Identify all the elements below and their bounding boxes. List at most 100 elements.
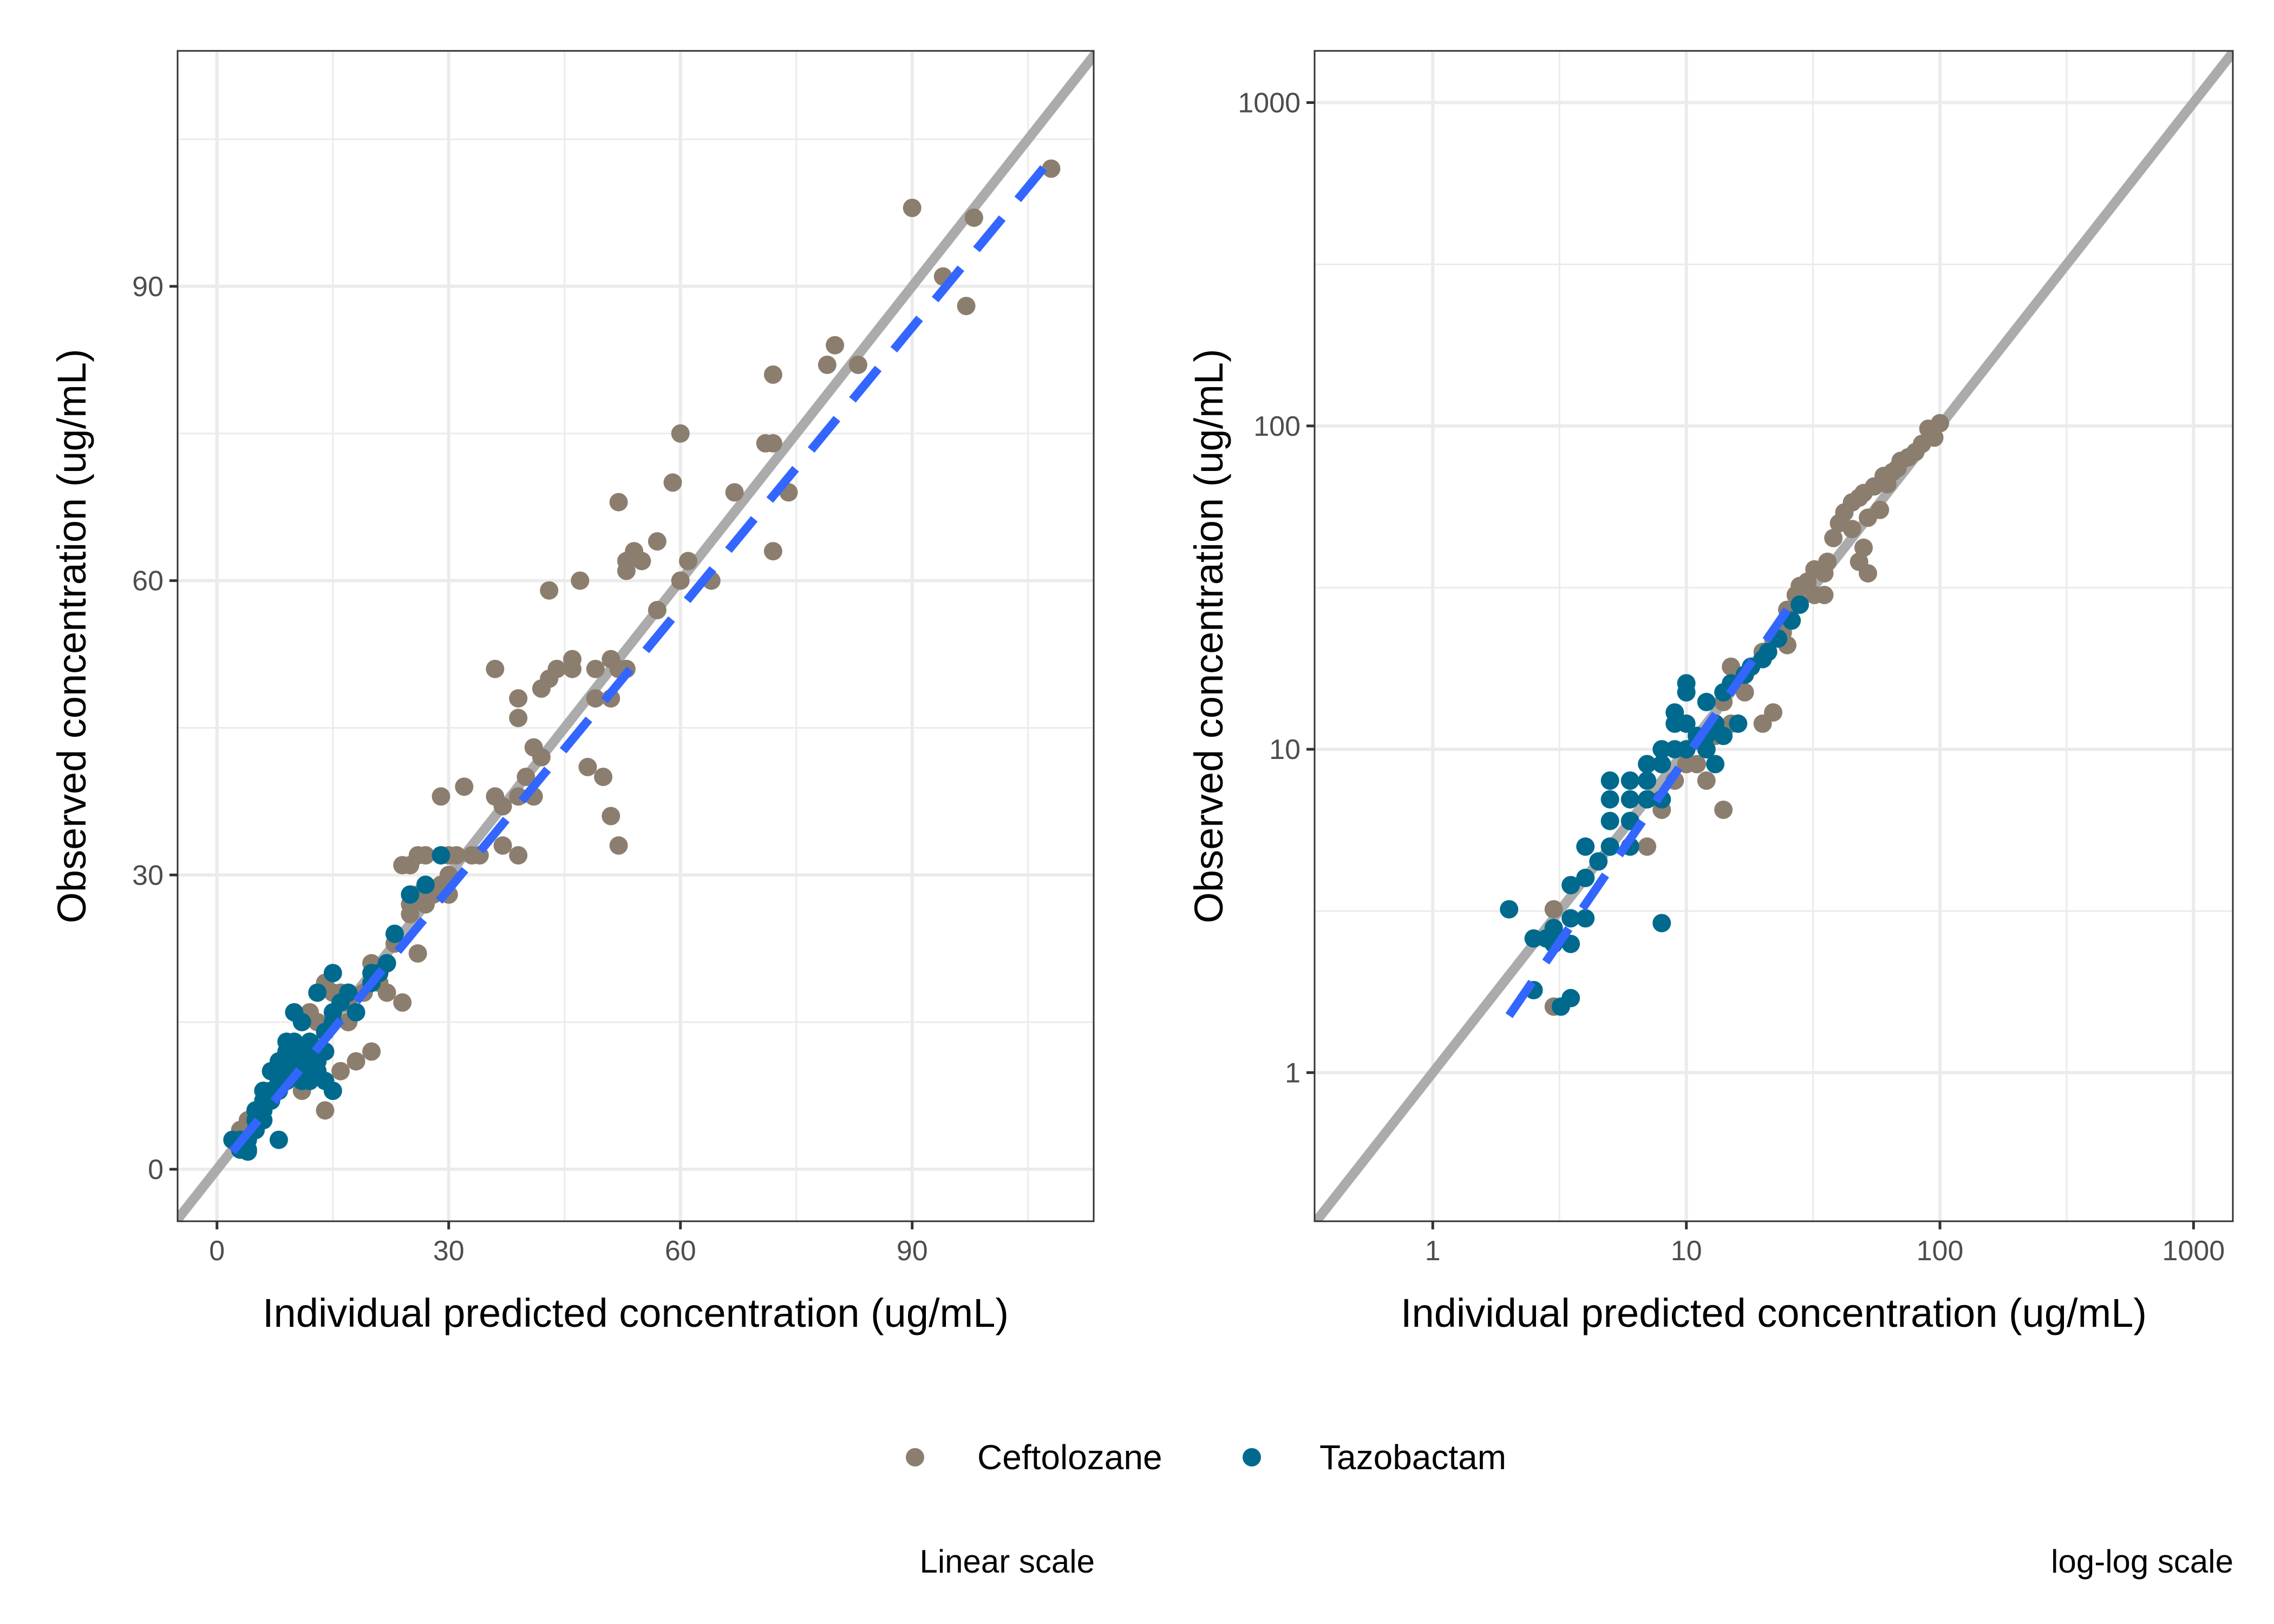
linear-x-axis-title: Individual predicted concentration (ug/m… bbox=[263, 1291, 1009, 1335]
loglog-point-tazobactam bbox=[1677, 683, 1696, 702]
loglog-x-axis-title: Individual predicted concentration (ug/m… bbox=[1401, 1291, 2147, 1335]
loglog-point-ceftolozane bbox=[1753, 714, 1772, 733]
linear-point-ceftolozane bbox=[632, 552, 651, 571]
legend-key-tazobactam bbox=[1243, 1448, 1261, 1466]
linear-point-ceftolozane bbox=[509, 689, 528, 708]
linear-panel: 0 30 60 90 0 30 60 90 Individual predicted conc… bbox=[49, 50, 1095, 1335]
linear-point-ceftolozane bbox=[609, 493, 628, 512]
linear-point-ceftolozane bbox=[602, 807, 620, 826]
linear-point-ceftolozane bbox=[679, 552, 697, 571]
linear-point-tazobactam bbox=[416, 875, 435, 894]
loglog-point-ceftolozane bbox=[1714, 800, 1733, 819]
loglog-points bbox=[1500, 414, 1949, 1018]
loglog-point-ceftolozane bbox=[1859, 508, 1877, 527]
loglog-point-ceftolozane bbox=[1722, 657, 1741, 676]
legend-label-tazobactam: Tazobactam bbox=[1319, 1438, 1506, 1477]
loglog-point-tazobactam bbox=[1600, 811, 1619, 830]
linear-point-ceftolozane bbox=[957, 297, 976, 316]
loglog-point-tazobactam bbox=[1652, 914, 1671, 933]
legend-label-ceftolozane: Ceftolozane bbox=[977, 1438, 1162, 1477]
loglog-point-tazobactam bbox=[1600, 837, 1619, 856]
linear-point-ceftolozane bbox=[763, 365, 782, 384]
linear-point-ceftolozane bbox=[763, 434, 782, 453]
loglog-point-ceftolozane bbox=[1842, 520, 1861, 539]
linear-point-ceftolozane bbox=[1042, 159, 1061, 178]
loglog-point-ceftolozane bbox=[1815, 586, 1834, 605]
linear-point-ceftolozane bbox=[848, 355, 867, 374]
loglog-point-tazobactam bbox=[1620, 771, 1639, 790]
linear-point-ceftolozane bbox=[586, 689, 605, 708]
linear-point-ceftolozane bbox=[509, 709, 528, 728]
loglog-point-tazobactam bbox=[1697, 740, 1716, 759]
linear-point-ceftolozane bbox=[316, 1101, 335, 1120]
loglog-point-tazobactam bbox=[1561, 909, 1580, 928]
loglog-point-tazobactam bbox=[1576, 868, 1595, 887]
linear-point-ceftolozane bbox=[377, 983, 396, 1002]
linear-point-ceftolozane bbox=[964, 208, 983, 227]
linear-point-ceftolozane bbox=[903, 199, 922, 217]
linear-y-tick-label: 0 bbox=[148, 1154, 164, 1186]
linear-point-ceftolozane bbox=[571, 571, 590, 590]
loglog-point-tazobactam bbox=[1638, 771, 1657, 790]
loglog-point-tazobactam bbox=[1714, 683, 1733, 702]
linear-point-ceftolozane bbox=[362, 1042, 381, 1061]
loglog-point-ceftolozane bbox=[1697, 771, 1716, 790]
linear-y-tick-label: 90 bbox=[132, 271, 164, 303]
linear-point-ceftolozane bbox=[416, 846, 435, 865]
linear-point-tazobactam bbox=[308, 983, 327, 1002]
linear-point-tazobactam bbox=[377, 954, 396, 973]
linear-point-ceftolozane bbox=[617, 561, 636, 580]
loglog-x-tick-label: 100 bbox=[1917, 1235, 1964, 1267]
loglog-point-tazobactam bbox=[1677, 714, 1696, 733]
linear-point-tazobactam bbox=[323, 1082, 342, 1100]
loglog-point-tazobactam bbox=[1697, 692, 1716, 711]
linear-point-ceftolozane bbox=[408, 944, 427, 963]
loglog-point-tazobactam bbox=[1620, 790, 1639, 809]
loglog-y-tick-label: 10 bbox=[1269, 734, 1301, 765]
linear-point-ceftolozane bbox=[663, 473, 682, 492]
linear-y-axis-title: Observed concentration (ug/mL) bbox=[49, 349, 94, 923]
loglog-point-ceftolozane bbox=[1544, 900, 1563, 919]
linear-y-tick-label: 60 bbox=[132, 566, 164, 597]
linear-ticks: 0 30 60 90 0 30 60 90 bbox=[132, 271, 928, 1267]
linear-point-ceftolozane bbox=[563, 650, 581, 669]
linear-point-ceftolozane bbox=[447, 846, 466, 865]
linear-point-ceftolozane bbox=[416, 895, 435, 914]
loglog-point-tazobactam bbox=[1600, 771, 1619, 790]
loglog-plot-frame bbox=[1314, 50, 2234, 1222]
linear-plot-frame bbox=[177, 50, 1095, 1222]
loglog-x-tick-label: 10 bbox=[1671, 1235, 1702, 1267]
linear-point-tazobactam bbox=[385, 925, 404, 943]
linear-point-ceftolozane bbox=[455, 777, 474, 796]
linear-point-ceftolozane bbox=[432, 787, 450, 806]
linear-point-tazobactam bbox=[285, 1003, 304, 1021]
linear-y-tick-label: 30 bbox=[132, 860, 164, 891]
linear-point-tazobactam bbox=[269, 1130, 288, 1149]
loglog-point-ceftolozane bbox=[1824, 528, 1843, 547]
loglog-y-tick-label: 100 bbox=[1253, 411, 1301, 442]
linear-point-ceftolozane bbox=[594, 768, 613, 787]
loglog-y-axis-title: Observed concentration (ug/mL) bbox=[1186, 349, 1231, 923]
linear-point-ceftolozane bbox=[648, 532, 666, 551]
linear-point-ceftolozane bbox=[586, 659, 605, 678]
linear-point-ceftolozane bbox=[517, 768, 535, 787]
loglog-point-ceftolozane bbox=[1854, 538, 1873, 557]
loglog-point-tazobactam bbox=[1652, 755, 1671, 774]
linear-point-tazobactam bbox=[300, 1062, 319, 1081]
linear-point-ceftolozane bbox=[671, 571, 690, 590]
loglog-point-tazobactam bbox=[1714, 726, 1733, 745]
linear-trend-line bbox=[229, 156, 1055, 1155]
linear-point-ceftolozane bbox=[393, 856, 412, 875]
linear-point-ceftolozane bbox=[532, 748, 551, 767]
loglog-point-tazobactam bbox=[1665, 740, 1684, 759]
loglog-point-tazobactam bbox=[1561, 876, 1580, 895]
linear-point-tazobactam bbox=[347, 1003, 365, 1021]
legend: Ceftolozane Tazobactam bbox=[906, 1438, 1506, 1477]
loglog-y-tick-label: 1000 bbox=[1238, 87, 1301, 119]
loglog-point-ceftolozane bbox=[1735, 683, 1754, 702]
loglog-point-tazobactam bbox=[1576, 837, 1595, 856]
linear-point-ceftolozane bbox=[547, 659, 566, 678]
linear-point-ceftolozane bbox=[331, 1062, 350, 1081]
linear-point-ceftolozane bbox=[509, 846, 528, 865]
